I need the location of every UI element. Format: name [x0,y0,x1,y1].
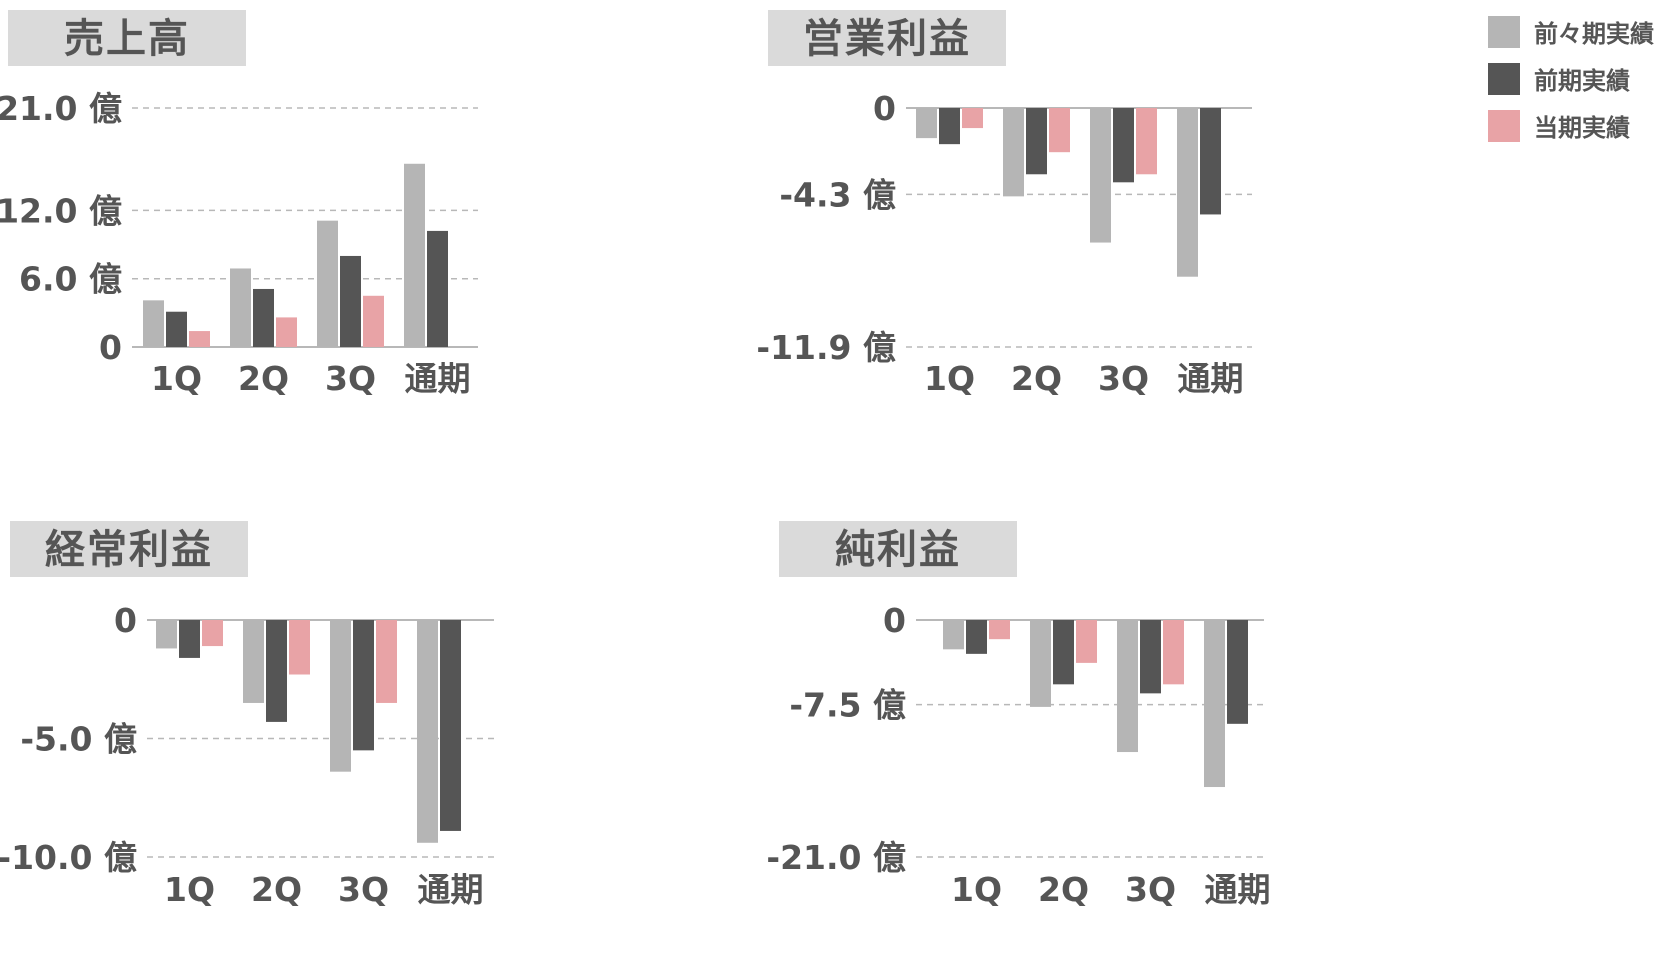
bar-two-years-prior-3 [330,620,351,772]
bar-current-year-2 [289,620,310,675]
x-category-label: 2Q [1011,359,1062,398]
chart-net-income: 純利益 0 -7.5 億 -21.0 億 1Q 2Q 3Q 通期 [766,521,1271,909]
bar-current-year-1 [189,331,210,347]
legend-label-previous-year: 前期実績 [1534,67,1630,95]
chart-title-sales: 売上高 [64,16,190,62]
legend-swatch-previous-year [1488,62,1520,95]
bar-current-year-1 [962,108,983,129]
y-tick-label: 6.0 億 [19,260,122,299]
bar-current-year-1 [202,620,223,647]
legend-swatch-current-year [1488,109,1520,142]
bar-previous-year-4 [427,230,448,347]
bar-current-year-2 [276,317,297,347]
y-tick-label: -7.5 億 [789,686,906,725]
chart-title-bg-operating-income [768,10,1006,66]
chart-title-operating-income: 営業利益 [803,16,971,62]
bar-previous-year-3 [340,255,361,347]
y-tick-label: 12.0 億 [0,191,122,230]
bar-previous-year-3 [1140,620,1161,694]
x-category-label: 通期 [1178,359,1244,398]
chart-title-bg-ordinary-income [10,521,248,577]
bar-previous-year-2 [266,620,287,722]
y-tick-label: -11.9 億 [756,328,896,367]
chart-ordinary-income: 経常利益 0 -5.0 億 -10.0 億 1Q 2Q 3Q 通期 [0,521,494,909]
y-tick-label: 0 [114,601,137,640]
legend-label-two-years-prior: 前々期実績 [1534,20,1654,48]
legend-item-previous-year: 前期実績 [1488,55,1668,102]
x-category-label: 2Q [251,870,302,909]
y-tick-label: -21.0 億 [766,838,906,877]
x-category-label: 通期 [1205,870,1271,909]
bar-two-years-prior-1 [916,108,937,139]
bar-previous-year-1 [179,620,200,658]
bar-two-years-prior-2 [1003,108,1024,197]
chart-title-net-income: 純利益 [835,527,961,573]
bar-two-years-prior-2 [1030,620,1051,707]
bar-current-year-3 [1163,620,1184,685]
bar-current-year-2 [1049,108,1070,153]
bar-previous-year-3 [353,620,374,751]
x-category-label: 3Q [325,359,376,398]
x-category-label: 2Q [238,359,289,398]
bar-two-years-prior-1 [943,620,964,650]
legend: 前々期実績 前期実績 当期実績 [1488,8,1668,149]
bar-previous-year-1 [966,620,987,654]
x-category-label: 2Q [1038,870,1089,909]
x-category-label: 通期 [405,359,471,398]
x-category-label: 3Q [1098,359,1149,398]
bar-previous-year-3 [1113,108,1134,183]
bar-two-years-prior-2 [230,268,251,347]
bar-previous-year-2 [1026,108,1047,175]
bar-previous-year-4 [440,620,461,831]
chart-title-bg-sales [8,10,246,66]
bar-current-year-3 [1136,108,1157,175]
y-tick-label: 0 [873,89,896,128]
bar-two-years-prior-3 [317,220,338,347]
bar-current-year-1 [989,620,1010,640]
x-category-label: 3Q [338,870,389,909]
bar-current-year-2 [1076,620,1097,663]
chart-sales: 売上高 21.0 億 12.0 億 6.0 億 0 1Q 2Q 3Q 通期 [0,10,478,398]
y-tick-label: -5.0 億 [20,720,137,759]
x-category-label: 1Q [951,870,1002,909]
bar-two-years-prior-1 [156,620,177,649]
bar-previous-year-1 [166,311,187,347]
bar-previous-year-4 [1227,620,1248,724]
chart-title-bg-net-income [779,521,1017,577]
bar-previous-year-2 [1053,620,1074,685]
bar-two-years-prior-4 [1204,620,1225,788]
x-category-label: 通期 [418,870,484,909]
y-tick-label: -4.3 億 [779,175,896,214]
legend-label-current-year: 当期実績 [1534,114,1630,142]
y-tick-label: 0 [99,328,122,367]
y-tick-label: 0 [883,601,906,640]
bar-previous-year-4 [1200,108,1221,215]
bar-previous-year-2 [253,288,274,347]
bar-two-years-prior-2 [243,620,264,703]
bar-two-years-prior-4 [417,620,438,843]
bar-two-years-prior-3 [1090,108,1111,243]
bar-two-years-prior-4 [404,163,425,347]
x-category-label: 1Q [164,870,215,909]
legend-item-two-years-prior: 前々期実績 [1488,8,1668,55]
bar-previous-year-1 [939,108,960,145]
x-category-label: 3Q [1125,870,1176,909]
y-tick-label: 21.0 億 [0,89,122,128]
bar-two-years-prior-4 [1177,108,1198,277]
bar-current-year-3 [363,295,384,347]
chart-operating-income: 営業利益 0 -4.3 億 -11.9 億 1Q 2Q 3Q 通期 [756,10,1252,398]
x-category-label: 1Q [924,359,975,398]
legend-item-current-year: 当期実績 [1488,102,1668,149]
chart-title-ordinary-income: 経常利益 [45,527,213,573]
y-tick-label: -10.0 億 [0,838,137,877]
bar-current-year-3 [376,620,397,703]
legend-swatch-two-years-prior [1488,15,1520,48]
bar-two-years-prior-3 [1117,620,1138,753]
x-category-label: 1Q [151,359,202,398]
bar-two-years-prior-1 [143,300,164,347]
